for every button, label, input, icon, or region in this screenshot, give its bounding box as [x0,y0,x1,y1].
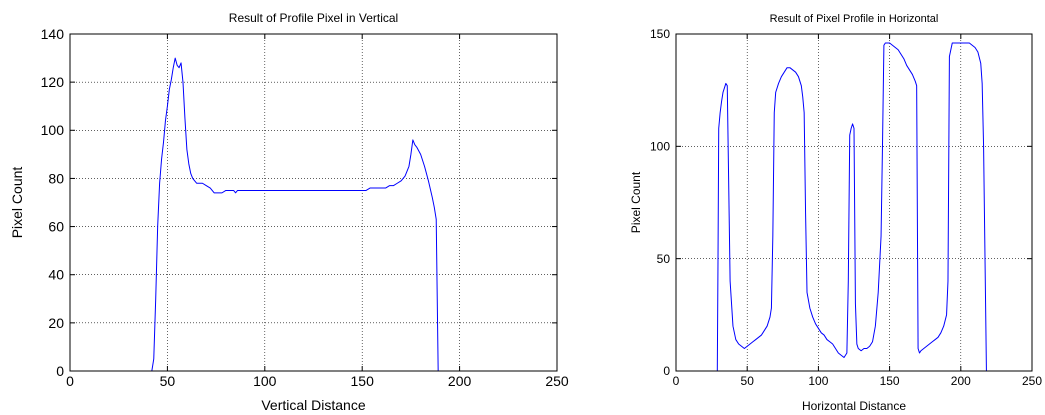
chart-title: Result of Pixel Profile in Horizontal [770,13,939,25]
x-axis-label: Horizontal Distance [802,399,906,413]
y-tick-label: 50 [657,252,671,266]
x-axis-label: Vertical Distance [261,397,365,413]
x-tick-label: 0 [673,374,680,388]
series-line [676,42,1032,372]
y-tick-label: 100 [41,122,65,138]
x-tick-label: 250 [1022,374,1042,388]
x-tick-label: 250 [545,373,569,389]
plot-area [70,34,557,371]
y-tick-label: 20 [48,315,64,331]
y-tick-label: 150 [650,27,670,41]
x-tick-label: 200 [951,374,971,388]
chart-title: Result of Profile Pixel in Vertical [229,11,398,25]
x-tick-label: 50 [160,373,176,389]
y-tick-label: 120 [41,74,65,90]
axes-box [675,33,1033,372]
x-tick-label: 0 [66,373,74,389]
y-axis-label: Pixel Count [9,167,25,239]
x-tick-label: 50 [741,374,755,388]
x-tick-label: 100 [253,373,277,389]
y-tick-label: 40 [48,267,64,283]
axes-box [69,33,558,372]
plot-area [676,34,1032,371]
series-line [70,57,509,372]
x-tick-label: 150 [351,373,375,389]
y-tick-label: 60 [48,218,64,234]
x-tick-label: 100 [808,374,828,388]
x-tick-label: 150 [880,374,900,388]
vertical-profile-chart: 0 50 100 150 200 250 0 20 40 60 80 100 120 140 Result … [9,11,569,413]
y-tick-label: 0 [56,363,64,379]
y-tick-label: 80 [48,170,64,186]
y-tick-label: 100 [650,140,670,154]
y-tick-label: 0 [663,364,670,378]
x-tick-label: 200 [448,373,472,389]
y-tick-label: 140 [41,26,65,42]
y-axis-label: Pixel Count [629,171,643,233]
horizontal-profile-chart: 0 50 100 150 200 250 0 50 100 150 Result of Pixel … [629,13,1042,413]
